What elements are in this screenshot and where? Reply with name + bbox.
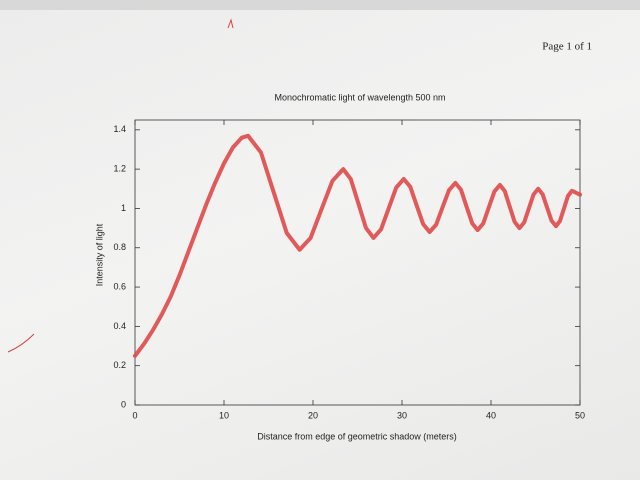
x-tick-label: 0 — [132, 410, 137, 420]
y-tick-label: 0.2 — [113, 360, 126, 370]
x-tick-label: 20 — [308, 410, 318, 420]
y-tick-label: 0.8 — [113, 242, 126, 252]
x-tick-label: 10 — [219, 410, 229, 420]
y-tick-label: 1.2 — [113, 164, 126, 174]
pen-mark — [7, 333, 35, 353]
x-tick-label: 50 — [575, 410, 585, 420]
y-tick-label: 1 — [121, 203, 126, 213]
pen-mark — [227, 18, 234, 29]
y-axis-label: Intensity of light — [94, 223, 104, 286]
page-header: Page 1 of 1 — [542, 41, 592, 53]
y-tick-label: 0.6 — [113, 281, 126, 291]
plot-frame — [134, 119, 581, 406]
y-tick-label: 0 — [121, 399, 126, 409]
x-tick-label: 30 — [397, 410, 407, 420]
y-tick-label: 0.4 — [113, 321, 126, 331]
x-tick-label: 40 — [486, 410, 496, 420]
y-tick-label: 1.4 — [113, 124, 126, 134]
data-line — [133, 133, 582, 358]
x-axis-label: Distance from edge of geometric shadow (… — [257, 431, 457, 441]
chart-title: Monochromatic light of wavelength 500 nm — [274, 92, 445, 102]
paper-edge — [0, 0, 640, 10]
